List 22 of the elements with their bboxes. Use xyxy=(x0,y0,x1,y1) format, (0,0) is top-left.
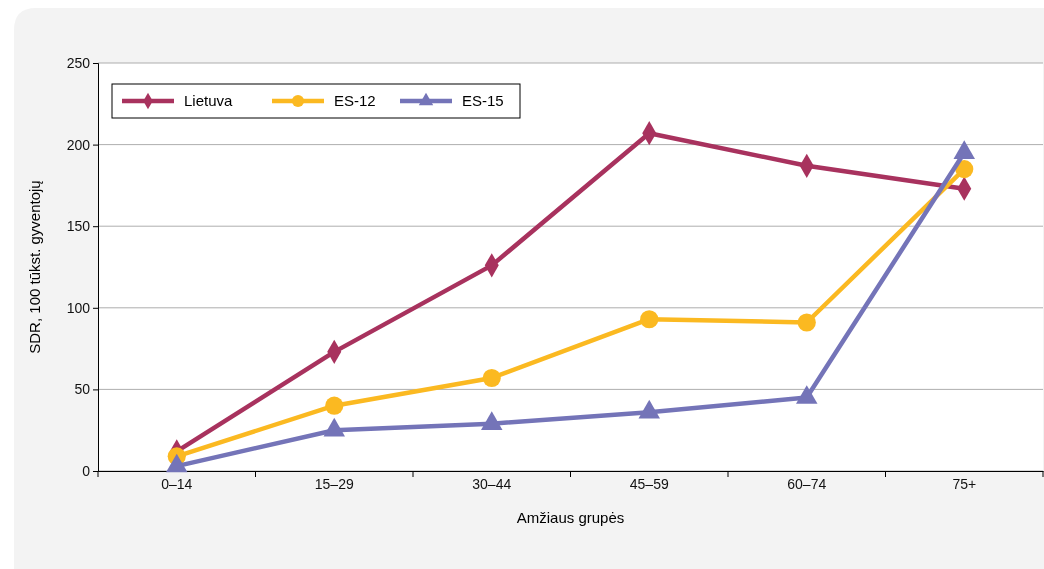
x-tick-label: 0–14 xyxy=(161,476,193,493)
y-tick-label: 250 xyxy=(66,54,91,71)
legend-label: ES-15 xyxy=(462,92,504,109)
y-tick-label: 200 xyxy=(66,136,91,153)
x-tick-label: 75+ xyxy=(952,476,977,493)
x-tick-label: 60–74 xyxy=(787,476,827,493)
point xyxy=(482,368,501,388)
y-tick-label: 0 xyxy=(82,462,91,479)
y-tick-label: 50 xyxy=(74,381,91,398)
point xyxy=(955,160,974,179)
legend-label: ES-12 xyxy=(334,92,376,109)
x-tick-label: 30–44 xyxy=(472,476,512,493)
point xyxy=(325,396,344,415)
point xyxy=(797,313,816,332)
y-tick-label: 100 xyxy=(66,299,91,316)
legend-label: Lietuva xyxy=(184,92,234,109)
y-axis-title: SDR, 100 tūkst. gyventojų xyxy=(26,180,43,354)
x-axis-title: Amžiaus grupės xyxy=(516,509,625,526)
x-tick-label: 15–29 xyxy=(314,476,354,493)
x-tick-label: 45–59 xyxy=(629,476,669,493)
y-tick-label: 150 xyxy=(66,218,91,235)
point xyxy=(640,310,659,329)
